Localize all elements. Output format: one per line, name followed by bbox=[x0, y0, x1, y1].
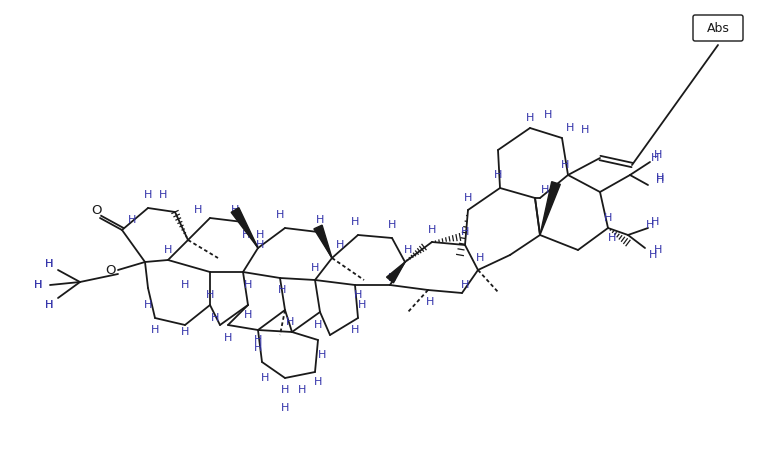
Text: H: H bbox=[351, 217, 359, 227]
Text: H: H bbox=[281, 385, 289, 395]
Text: H: H bbox=[45, 259, 53, 269]
Text: H: H bbox=[656, 173, 664, 183]
Text: H: H bbox=[580, 125, 589, 135]
Text: H: H bbox=[45, 259, 53, 269]
Text: H: H bbox=[151, 325, 159, 335]
Text: H: H bbox=[388, 273, 396, 283]
Text: H: H bbox=[256, 230, 264, 240]
Text: H: H bbox=[206, 290, 214, 300]
Text: H: H bbox=[211, 313, 219, 323]
Text: H: H bbox=[336, 240, 344, 250]
Text: H: H bbox=[314, 377, 322, 387]
Text: H: H bbox=[244, 280, 252, 290]
Text: H: H bbox=[649, 250, 657, 260]
Polygon shape bbox=[231, 207, 258, 248]
Text: H: H bbox=[261, 373, 269, 383]
Text: H: H bbox=[181, 280, 189, 290]
Text: H: H bbox=[461, 280, 469, 290]
Text: H: H bbox=[128, 215, 136, 225]
FancyBboxPatch shape bbox=[693, 15, 743, 41]
Text: H: H bbox=[388, 220, 396, 230]
Text: H: H bbox=[651, 217, 660, 227]
Text: H: H bbox=[525, 113, 534, 123]
Text: Abs: Abs bbox=[707, 21, 729, 34]
Text: H: H bbox=[242, 230, 250, 240]
Text: H: H bbox=[316, 215, 324, 225]
Text: H: H bbox=[164, 245, 172, 255]
Text: H: H bbox=[231, 205, 239, 215]
Text: H: H bbox=[45, 300, 53, 310]
Text: H: H bbox=[561, 160, 569, 170]
Text: H: H bbox=[314, 320, 322, 330]
Text: H: H bbox=[277, 285, 286, 295]
Text: H: H bbox=[298, 385, 306, 395]
Text: H: H bbox=[541, 185, 549, 195]
Text: H: H bbox=[159, 190, 167, 200]
Text: H: H bbox=[276, 210, 284, 220]
Text: H: H bbox=[566, 123, 574, 133]
Text: H: H bbox=[654, 245, 662, 255]
Text: H: H bbox=[244, 310, 252, 320]
Text: H: H bbox=[544, 110, 552, 120]
Text: H: H bbox=[286, 317, 295, 327]
Text: H: H bbox=[461, 227, 469, 237]
Text: H: H bbox=[256, 240, 264, 250]
Text: H: H bbox=[254, 343, 262, 353]
Text: H: H bbox=[425, 297, 434, 307]
Text: H: H bbox=[34, 280, 42, 290]
Text: H: H bbox=[404, 245, 412, 255]
Text: H: H bbox=[224, 333, 232, 343]
Text: H: H bbox=[34, 280, 42, 290]
Text: H: H bbox=[254, 335, 262, 345]
Text: H: H bbox=[354, 290, 362, 300]
Text: H: H bbox=[281, 403, 289, 413]
Text: H: H bbox=[656, 175, 664, 185]
Polygon shape bbox=[314, 225, 332, 258]
Text: H: H bbox=[654, 150, 662, 160]
Polygon shape bbox=[540, 182, 560, 235]
Text: H: H bbox=[45, 300, 53, 310]
Text: H: H bbox=[181, 327, 189, 337]
Text: H: H bbox=[463, 193, 472, 203]
Polygon shape bbox=[387, 262, 405, 283]
Text: H: H bbox=[476, 253, 484, 263]
Text: O: O bbox=[91, 203, 102, 217]
Text: O: O bbox=[105, 264, 115, 276]
Text: H: H bbox=[311, 263, 319, 273]
Text: H: H bbox=[494, 170, 502, 180]
Text: H: H bbox=[318, 350, 326, 360]
Text: H: H bbox=[428, 225, 436, 235]
Text: H: H bbox=[646, 220, 654, 230]
Text: H: H bbox=[144, 190, 152, 200]
Text: H: H bbox=[358, 300, 366, 310]
Text: H: H bbox=[194, 205, 202, 215]
Text: H: H bbox=[604, 213, 612, 223]
Text: H: H bbox=[608, 233, 616, 243]
Text: H: H bbox=[351, 325, 359, 335]
Text: Abs: Abs bbox=[707, 21, 729, 34]
Text: H: H bbox=[144, 300, 152, 310]
Text: H: H bbox=[651, 153, 660, 163]
